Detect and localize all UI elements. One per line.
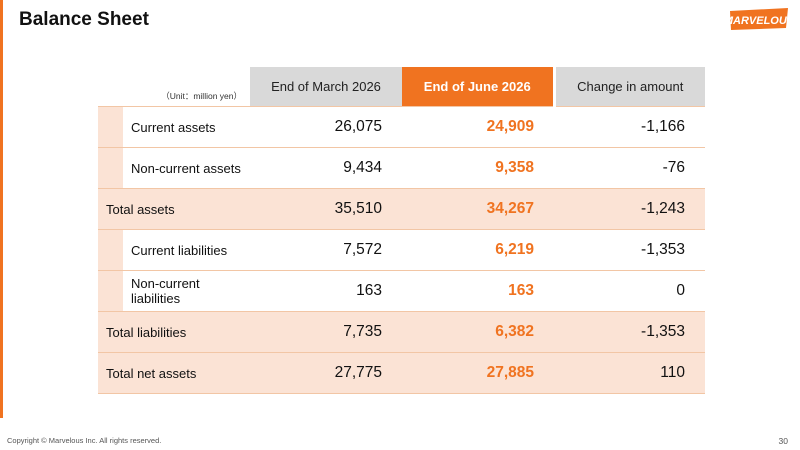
value-june: 24,909 (402, 106, 554, 148)
value-change: -1,166 (554, 106, 705, 148)
row-label: Current assets (123, 106, 250, 148)
value-march: 7,735 (250, 311, 402, 353)
table-row: Current liabilities 7,572 6,219 -1,353 (98, 229, 705, 271)
value-change: 110 (554, 352, 705, 394)
page-title: Balance Sheet (19, 9, 149, 30)
value-change: -1,353 (554, 229, 705, 271)
total-row: Total liabilities 7,735 6,382 -1,353 (98, 311, 705, 353)
header-change: Change in amount (552, 67, 705, 107)
value-june: 163 (402, 270, 554, 312)
row-label: Non-current liabilities (123, 270, 250, 312)
row-indent (98, 106, 123, 148)
logo-text: MARVELOUS (728, 15, 790, 27)
table-row: Non-current liabilities 163 163 0 (98, 270, 705, 312)
value-change: -1,243 (554, 188, 705, 230)
value-march: 27,775 (250, 352, 402, 394)
header-march: End of March 2026 (250, 67, 402, 107)
value-june: 34,267 (402, 188, 554, 230)
value-change: 0 (554, 270, 705, 312)
balance-sheet-table-wrapper: （Unit：million yen） End of March 2026 End… (98, 67, 705, 394)
row-indent (98, 270, 123, 312)
page-number: 30 (778, 436, 788, 446)
row-indent (98, 229, 123, 271)
table-row: Non-current assets 9,434 9,358 -76 (98, 147, 705, 189)
value-march: 9,434 (250, 147, 402, 189)
value-june: 27,885 (402, 352, 554, 394)
accent-bar (0, 0, 3, 418)
header-june: End of June 2026 (402, 67, 554, 107)
row-label: Non-current assets (123, 147, 250, 189)
row-label: Current liabilities (123, 229, 250, 271)
value-march: 7,572 (250, 229, 402, 271)
row-label: Total liabilities (98, 311, 250, 353)
value-june: 9,358 (402, 147, 554, 189)
value-change: -76 (554, 147, 705, 189)
total-row: Total assets 35,510 34,267 -1,243 (98, 188, 705, 230)
value-march: 35,510 (250, 188, 402, 230)
row-label: Total assets (98, 188, 250, 230)
row-label: Total net assets (98, 352, 250, 394)
balance-sheet-table: （Unit：million yen） End of March 2026 End… (98, 67, 705, 394)
table-row: Current assets 26,075 24,909 -1,166 (98, 106, 705, 148)
value-march: 26,075 (250, 106, 402, 148)
value-march: 163 (250, 270, 402, 312)
value-june: 6,219 (402, 229, 554, 271)
row-indent (98, 147, 123, 189)
unit-label: （Unit：million yen） (161, 91, 242, 101)
total-row: Total net assets 27,775 27,885 110 (98, 352, 705, 394)
copyright-footer: Copyright © Marvelous Inc. All rights re… (7, 436, 162, 445)
value-change: -1,353 (554, 311, 705, 353)
value-june: 6,382 (402, 311, 554, 353)
marvelous-logo: MARVELOUS (728, 8, 790, 30)
